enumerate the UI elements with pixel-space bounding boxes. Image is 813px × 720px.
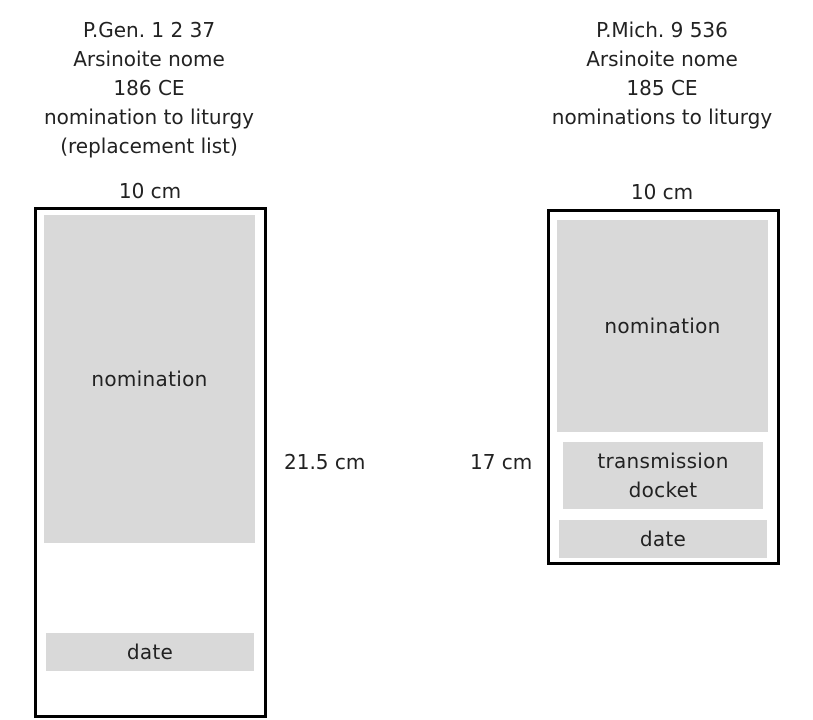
right-heading-line-2: Arsinoite nome (586, 47, 738, 71)
right-papyrus-heading: P.Mich. 9 536 Arsinoite nome 185 CE nomi… (552, 16, 772, 132)
right-heading-line-1: P.Mich. 9 536 (596, 18, 728, 42)
left-date-block: date (46, 633, 254, 671)
right-width-label: 10 cm (630, 180, 694, 204)
right-heading-line-3: 185 CE (626, 76, 698, 100)
right-nomination-block: nomination (557, 220, 768, 432)
left-papyrus-heading: P.Gen. 1 2 37 Arsinoite nome 186 CE nomi… (44, 16, 254, 161)
left-height-label: 21.5 cm (284, 450, 366, 474)
right-transmission-label-line-2: docket (628, 477, 698, 502)
left-width-label: 10 cm (118, 179, 182, 203)
left-nomination-block: nomination (44, 215, 255, 543)
right-transmission-docket-block: transmission docket (563, 442, 763, 509)
right-transmission-label-line-1: transmission (597, 448, 729, 473)
right-heading-line-4: nominations to liturgy (551, 105, 773, 129)
right-nomination-label: nomination (604, 313, 721, 338)
left-date-label: date (126, 639, 174, 664)
left-heading-line-3: 186 CE (113, 76, 185, 100)
left-heading-line-2: Arsinoite nome (73, 47, 225, 71)
right-date-label: date (639, 526, 687, 551)
right-date-block: date (559, 520, 767, 558)
left-heading-line-1: P.Gen. 1 2 37 (82, 18, 216, 42)
left-heading-line-5: (replacement list) (60, 134, 238, 158)
left-nomination-label: nomination (91, 366, 208, 391)
left-heading-line-4: nomination to liturgy (43, 105, 255, 129)
right-height-label: 17 cm (470, 450, 533, 474)
